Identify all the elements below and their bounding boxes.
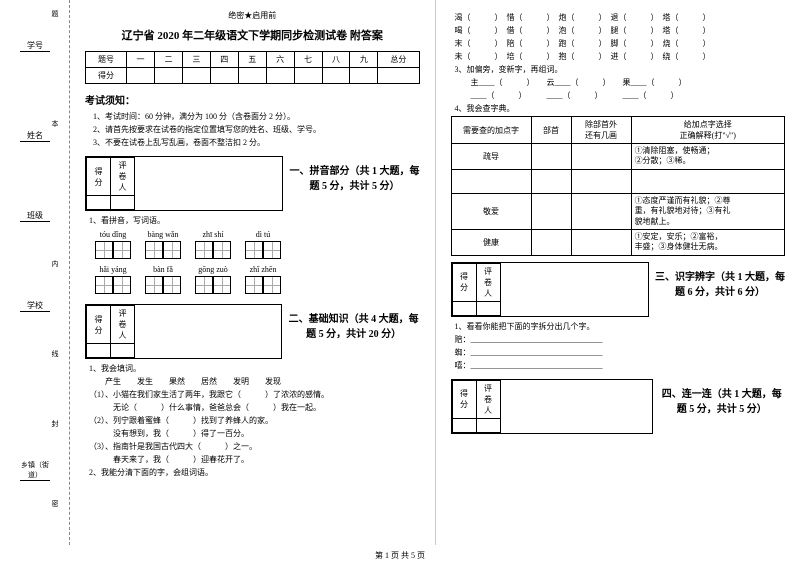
q4-label: 4、我会查字典。	[455, 103, 786, 114]
q3-row-blank: ____（ ） ____（ ） ____（ ）	[471, 90, 786, 101]
dictionary-lookup-table: 需要查的加点字 部首 除部首外 还有几画 给加点字选择 正确解释(打"√") 疏…	[451, 116, 786, 256]
split-line: 蜘：_________________________________	[455, 347, 786, 358]
dash-label: 题	[50, 10, 60, 17]
pinyin-row-2: hǎi yáng bàn fǎ gōng zuò zhǐ zhēn	[95, 265, 420, 296]
char-pair-row: 未（ ） 培（ ） 抱（ ） 进（ ） 绕（ ）	[455, 51, 786, 62]
notice-item: 3、不要在试卷上乱写乱画，卷面不整洁扣 2 分。	[93, 137, 420, 148]
notice-item: 2、请首先按要求在试卷的指定位置填写您的姓名、班级、学号。	[93, 124, 420, 135]
fill-line: （2）、列宁跟着蜜蜂（ ）找到了养蜂人的家。	[89, 415, 420, 426]
section-2-title: 二、基础知识（共 4 大题，每题 5 分，共计 20 分）	[288, 310, 420, 340]
split-line: 嘻：_________________________________	[455, 360, 786, 371]
q3-row: 主____（ ） 云____（ ） 果____（ ）	[471, 77, 786, 88]
q2-1-label: 1、我会填词。	[89, 363, 420, 374]
exam-title: 辽宁省 2020 年二年级语文下学期同步检测试卷 附答案	[85, 27, 420, 43]
split-line: 赔：_________________________________	[455, 334, 786, 345]
fill-line: （1）、小猫在我们家生活了两年，我跟它（ ）了浓浓的感情。	[89, 389, 420, 400]
binding-field-class: 班级	[20, 210, 50, 222]
fill-line: 春天来了，我（ ）迎春花开了。	[89, 454, 420, 465]
char-pair-row: 喝（ ） 借（ ） 泡（ ） 腿（ ） 塔（ ）	[455, 25, 786, 36]
char-pair-row: 末（ ） 陪（ ） 跑（ ） 脚（ ） 烧（ ）	[455, 38, 786, 49]
section-3-title: 三、识字辨字（共 1 大题，每题 6 分，共计 6 分）	[655, 268, 785, 298]
notice-title: 考试须知：	[85, 92, 420, 107]
q3-1-label: 1、看看你能把下面的字拆分出几个字。	[455, 321, 786, 332]
dash-label: 密	[50, 500, 60, 507]
section-1-title: 一、拼音部分（共 1 大题，每题 5 分，共计 5 分）	[289, 162, 419, 192]
q1-label: 1、看拼音，写词语。	[89, 215, 420, 226]
q2-2-label: 2、我能分清下面的字，会组词语。	[89, 467, 420, 478]
score-box: 得分评卷人	[85, 156, 283, 211]
score-box: 得分评卷人	[85, 304, 282, 359]
section-4-title: 四、连一连（共 1 大题，每题 5 分，共计 5 分）	[659, 385, 785, 415]
page-footer: 第 1 页 共 5 页	[0, 550, 800, 561]
binding-field-name: 姓名	[20, 130, 50, 142]
fill-line: （3）、指南针是我国古代四大（ ）之一。	[89, 441, 420, 452]
notice-item: 1、考试时间：60 分钟，满分为 100 分（含卷面分 2 分）。	[93, 111, 420, 122]
char-pair-row: 渴（ ） 惜（ ） 炮（ ） 退（ ） 塔（ ）	[455, 12, 786, 23]
fill-line: 没有想到，我（ ）得了一百分。	[89, 428, 420, 439]
q3-label: 3、加偏旁，变新字，再组词。	[455, 64, 786, 75]
dash-label: 封	[50, 420, 60, 427]
dash-label: 本	[50, 120, 60, 127]
binding-field-school: 学校	[20, 300, 50, 312]
score-box: 得分评卷人	[451, 379, 653, 434]
fill-line: 无论（ ）什么事情，爸爸总会（ ）我在一起。	[89, 402, 420, 413]
binding-field-id: 学号	[20, 40, 50, 52]
dash-label: 内	[50, 260, 60, 267]
binding-field-town: 乡镇（街道）	[20, 460, 50, 481]
secret-label: 绝密★启用前	[85, 10, 420, 21]
dash-label: 线	[50, 350, 60, 357]
score-box: 得分评卷人	[451, 262, 649, 317]
pinyin-row-1: tóu dǐng bàng wǎn zhī shí dì tú	[95, 230, 420, 261]
word-bank: 产生 发生 果然 居然 发明 发现	[105, 376, 420, 387]
score-summary-table: 题号 一 二 三 四 五 六 七 八 九 总分 得分	[85, 51, 420, 84]
